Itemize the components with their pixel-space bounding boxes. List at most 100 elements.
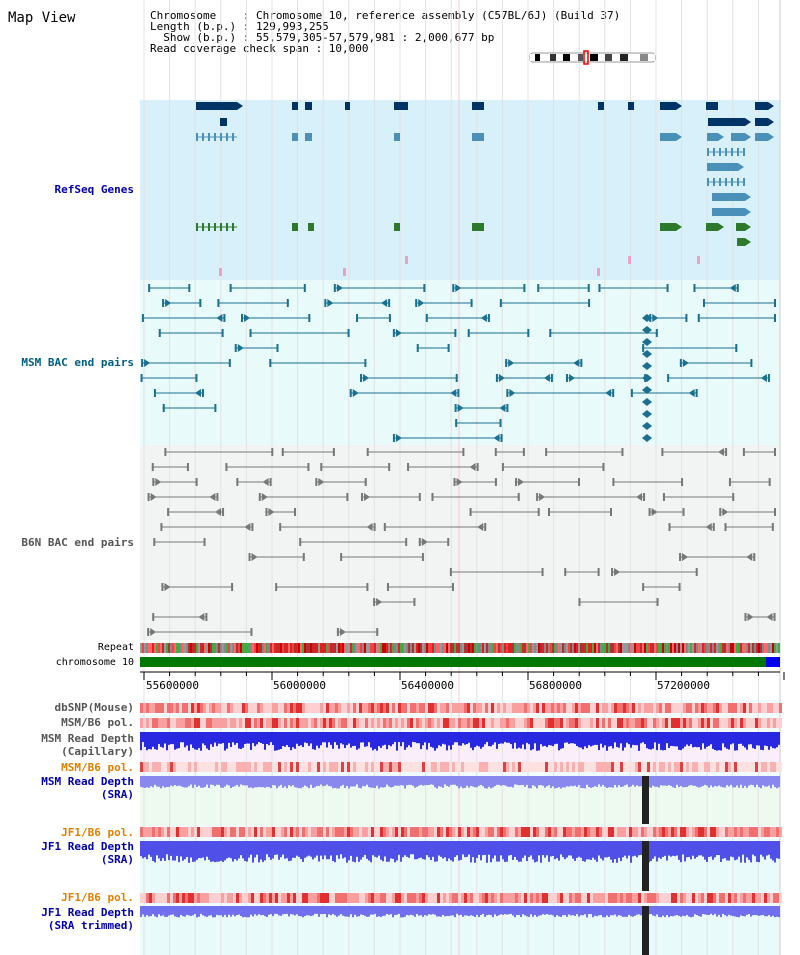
read-depth-bar	[564, 732, 566, 743]
polymorphism-mark	[674, 762, 677, 772]
arrow-right-mark	[237, 344, 244, 352]
polymorphism-mark	[764, 718, 767, 728]
read-depth-bar	[532, 776, 534, 786]
ideogram-band	[612, 54, 620, 61]
read-depth-bar	[542, 732, 544, 747]
read-depth-bar	[420, 906, 422, 916]
read-depth-bar	[444, 732, 446, 745]
read-depth-bar	[528, 776, 530, 789]
polymorphism-mark	[680, 762, 683, 772]
arrow-right-mark	[768, 102, 774, 110]
polymorphism-mark	[590, 718, 593, 728]
read-depth-bar	[734, 732, 736, 751]
msm-depth-cap-label-1[interactable]: MSM Read Depth	[41, 732, 134, 745]
polymorphism-mark	[281, 893, 284, 903]
polymorphism-mark	[488, 718, 491, 728]
polymorphism-mark	[611, 827, 614, 837]
b6n-bac-label[interactable]: B6N BAC end pairs	[21, 536, 134, 549]
bac-end-mark	[140, 374, 143, 382]
msm-bac-label[interactable]: MSM BAC end pairs	[21, 356, 134, 369]
read-depth-bar	[146, 732, 148, 751]
read-depth-bar	[404, 906, 406, 917]
repeat-mark	[586, 643, 588, 653]
read-depth-bar	[736, 906, 738, 917]
jf1-b6-pol-label[interactable]: JF1/B6 pol.	[61, 826, 134, 839]
polymorphism-mark	[239, 703, 242, 713]
read-depth-bar	[292, 841, 294, 858]
bac-end-mark	[248, 553, 251, 561]
polymorphism-mark	[293, 827, 296, 837]
gene-exon	[214, 223, 216, 231]
polymorphism-mark	[728, 827, 731, 837]
read-depth-bar	[654, 906, 656, 917]
polymorphism-mark	[623, 703, 626, 713]
read-depth-bar	[354, 732, 356, 746]
bac-end-mark	[186, 463, 189, 471]
read-depth-bar	[640, 776, 642, 787]
read-depth-bar	[472, 841, 474, 858]
repeat-mark	[522, 643, 524, 653]
read-depth-bar	[714, 841, 716, 858]
polymorphism-mark	[392, 762, 395, 772]
repeat-mark	[356, 643, 358, 653]
polymorphism-mark	[656, 893, 659, 903]
repeat-mark	[444, 643, 446, 653]
read-depth-bar	[250, 776, 252, 788]
msm-b6-pol2-label[interactable]: MSM/B6 pol.	[61, 761, 134, 774]
repeat-mark	[544, 643, 546, 653]
read-depth-bar	[378, 776, 380, 789]
jf1-depth-trim-label-1[interactable]: JF1 Read Depth	[41, 906, 134, 919]
read-depth-bar	[252, 732, 254, 744]
bac-end-mark	[452, 284, 455, 292]
axis-tick-label: 55600000	[146, 679, 199, 692]
polymorphism-mark	[578, 718, 581, 728]
read-depth-bar	[176, 906, 178, 917]
polymorphism-mark	[278, 827, 281, 837]
gene-exon	[202, 133, 204, 141]
read-depth-bar	[506, 776, 508, 787]
polymorphism-mark	[542, 893, 545, 903]
read-depth-bar	[522, 732, 524, 745]
read-depth-bar	[758, 841, 760, 863]
gene-block	[292, 133, 298, 141]
polymorphism-mark	[167, 827, 170, 837]
repeat-mark	[446, 643, 448, 653]
read-depth-bar	[330, 776, 332, 787]
polymorphism-mark	[275, 703, 278, 713]
polymorphism-mark	[233, 762, 236, 772]
polymorphism-mark	[551, 718, 554, 728]
read-depth-bar	[694, 841, 696, 859]
read-depth-bar	[396, 776, 398, 786]
polymorphism-mark	[665, 893, 668, 903]
dbsnp-label[interactable]: dbSNP(Mouse)	[54, 701, 134, 714]
msm-b6-pol-label[interactable]: MSM/B6 pol.	[61, 716, 134, 729]
polymorphism-mark	[182, 827, 185, 837]
gene-block	[472, 102, 484, 110]
polymorphism-mark	[368, 827, 371, 837]
repeat-mark	[164, 643, 166, 653]
jf1-b6-pol2-label[interactable]: JF1/B6 pol.	[61, 891, 134, 904]
polymorphism-mark	[578, 762, 581, 772]
read-depth-bar	[676, 732, 678, 747]
read-depth-bar	[616, 776, 618, 788]
gene-exon	[731, 178, 733, 186]
repeat-mark	[376, 643, 378, 653]
read-depth-bar	[712, 906, 714, 916]
polymorphism-mark	[620, 703, 623, 713]
refseq-label[interactable]: RefSeq Genes	[54, 183, 134, 196]
repeat-mark	[542, 643, 544, 653]
bac-end-mark	[667, 374, 670, 382]
read-depth-bar	[364, 906, 366, 916]
read-depth-bar	[666, 732, 668, 744]
read-depth-bar	[232, 841, 234, 862]
msm-depth-sra-label-1[interactable]: MSM Read Depth	[41, 775, 134, 788]
repeat-mark	[336, 643, 338, 653]
read-depth-bar	[204, 841, 206, 861]
jf1-depth-sra-label-1[interactable]: JF1 Read Depth	[41, 840, 134, 853]
read-depth-bar	[768, 776, 770, 786]
polymorphism-mark	[626, 893, 629, 903]
read-depth-bar	[300, 841, 302, 860]
read-depth-bar	[294, 906, 296, 916]
polymorphism-mark	[773, 718, 776, 728]
